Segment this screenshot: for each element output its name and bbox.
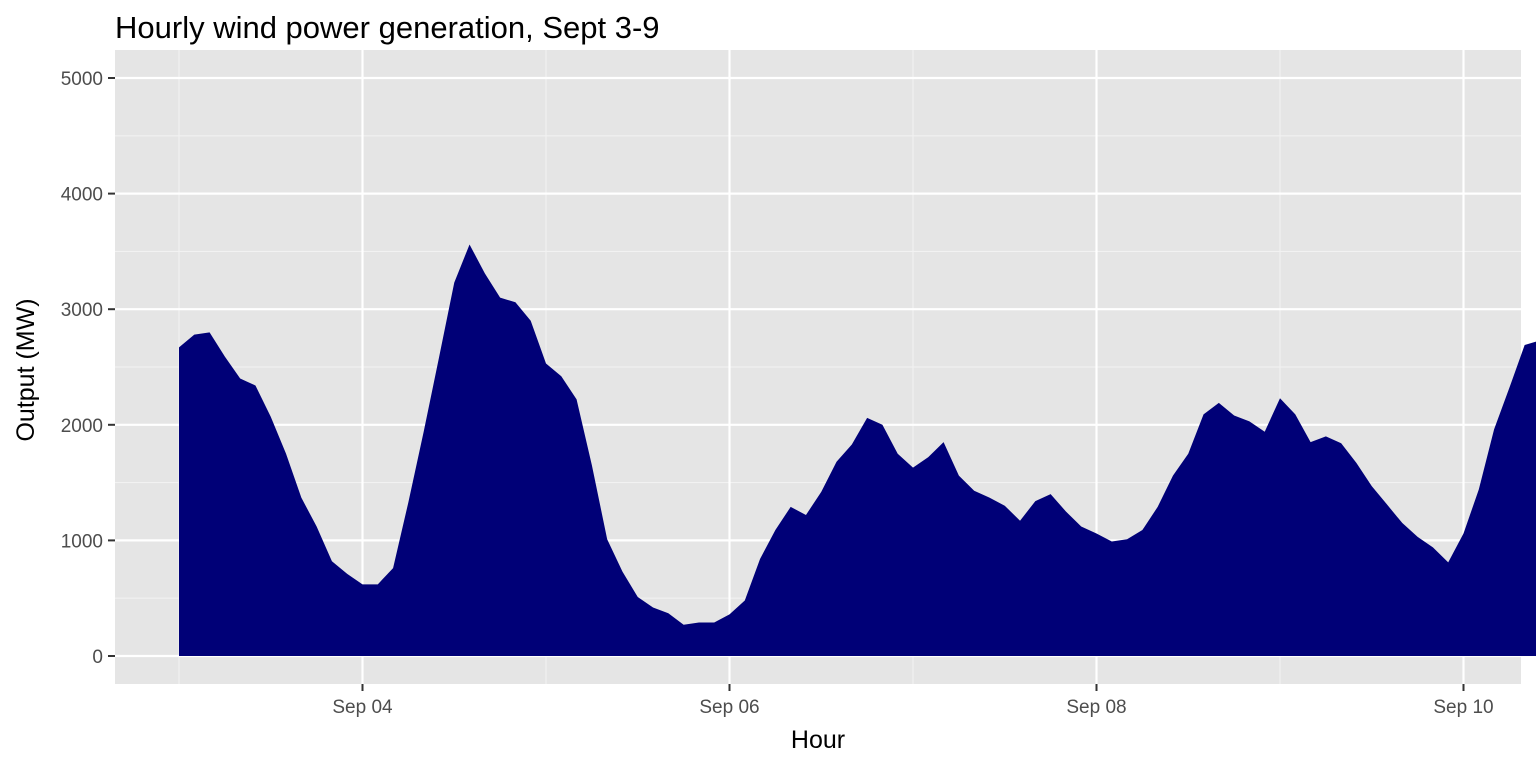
y-tick-label: 5000 (61, 69, 103, 90)
y-tick-label: 3000 (61, 300, 103, 321)
x-tick-label: Sep 08 (1066, 697, 1126, 718)
y-tick-label: 1000 (61, 531, 103, 552)
wind-output-area (179, 244, 1536, 656)
y-tick-label: 4000 (61, 185, 103, 206)
x-tick-label: Sep 04 (332, 697, 393, 718)
y-tick-label: 2000 (61, 416, 103, 437)
y-axis-title: Output (MW) (12, 298, 40, 441)
x-axis-title: Hour (791, 726, 845, 754)
chart-title: Hourly wind power generation, Sept 3-9 (115, 10, 660, 45)
x-tick-label: Sep 10 (1433, 697, 1493, 718)
x-tick-label: Sep 06 (699, 697, 759, 718)
y-axis: 0 1000 2000 3000 4000 5000 (61, 69, 115, 668)
y-tick-label: 0 (92, 647, 103, 668)
x-axis: Sep 04 Sep 06 Sep 08 Sep 10 (332, 684, 1494, 718)
